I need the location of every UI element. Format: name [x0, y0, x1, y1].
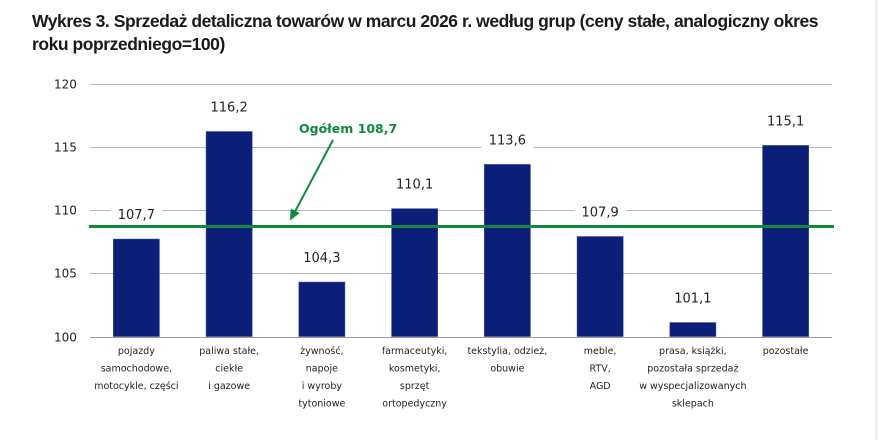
data-label-bg — [388, 175, 441, 193]
category-label: obuwie — [490, 364, 524, 375]
data-label-bg — [574, 203, 627, 221]
data-label: 104,3 — [303, 251, 340, 266]
bar — [298, 281, 346, 337]
reference-line-group: Ogółem 108,7 — [89, 121, 834, 228]
category-label: kosmetyki, — [389, 364, 441, 375]
y-tick-label: 100 — [54, 331, 77, 345]
data-label: 116,2 — [211, 101, 248, 116]
category-label: farmaceutyki, — [382, 346, 448, 357]
category-label: RTV, — [590, 364, 611, 375]
category-label: sklepach — [672, 399, 714, 410]
annotation-arrow-shaft — [293, 139, 334, 214]
category-label: napoje — [306, 364, 338, 375]
data-labels: 107,7 116,2 104,3 110,1 113,6 107,9 101,1 115,1 — [110, 98, 812, 307]
bars — [113, 131, 809, 337]
data-label-bg — [110, 206, 163, 224]
data-label: 115,1 — [767, 114, 804, 129]
bar — [669, 322, 717, 337]
data-label: 107,7 — [118, 208, 155, 223]
data-label-bg — [759, 112, 812, 130]
data-label: 113,6 — [489, 133, 526, 148]
category-label: pojazdy — [118, 346, 155, 357]
category-label: tytoniowe — [298, 399, 345, 410]
category-label: i wyroby — [302, 381, 343, 392]
category-label: w wyspecjalizowanych — [639, 381, 746, 392]
category-label: tekstylia, odzież, — [467, 346, 547, 357]
data-label-bg — [295, 249, 348, 267]
data-label-bg — [481, 131, 534, 149]
y-tick-label: 120 — [54, 78, 77, 92]
category-label: sprzęt — [400, 381, 430, 392]
category-label: pozostała sprzedaż — [647, 364, 738, 375]
category-label: ciekłe — [215, 364, 243, 375]
category-label: samochodowe, — [101, 364, 172, 375]
data-label: 110,1 — [396, 178, 433, 193]
data-label-bg — [203, 98, 256, 116]
bar — [113, 238, 160, 337]
category-label: meble, — [584, 346, 617, 357]
category-label: AGD — [590, 381, 611, 392]
y-tick-label: 105 — [54, 267, 77, 281]
category-label: pozostałe — [763, 346, 809, 357]
bar — [205, 131, 253, 337]
category-label: paliwa stałe, — [199, 346, 259, 357]
category-labels: pojazdy samochodowe, motocykle, części pali… — [94, 346, 808, 410]
category-label: ortopedyczny — [382, 399, 447, 410]
reference-line-label: Ogółem 108,7 — [299, 121, 397, 136]
bar — [576, 236, 624, 337]
gridlines — [90, 84, 832, 338]
bar — [484, 164, 531, 337]
y-tick-label: 110 — [54, 204, 77, 218]
y-tick-label: 115 — [54, 141, 77, 155]
chart-title: Wykres 3. Sprzedaż detaliczna towarów w … — [32, 11, 819, 54]
data-label: 101,1 — [674, 292, 711, 307]
category-label: prasa, książki, — [659, 346, 727, 357]
annotation-arrow-head — [290, 208, 300, 221]
y-axis-ticks: 100 105 110 115 120 — [54, 78, 77, 345]
bar — [391, 208, 438, 337]
data-label: 107,9 — [582, 206, 619, 221]
data-label-bg — [666, 289, 719, 307]
category-label: i gazowe — [208, 381, 250, 392]
scrollbar-track — [875, 0, 878, 440]
category-label: żywność, — [300, 346, 343, 357]
bar — [762, 145, 809, 337]
category-label: motocykle, części — [94, 381, 178, 392]
